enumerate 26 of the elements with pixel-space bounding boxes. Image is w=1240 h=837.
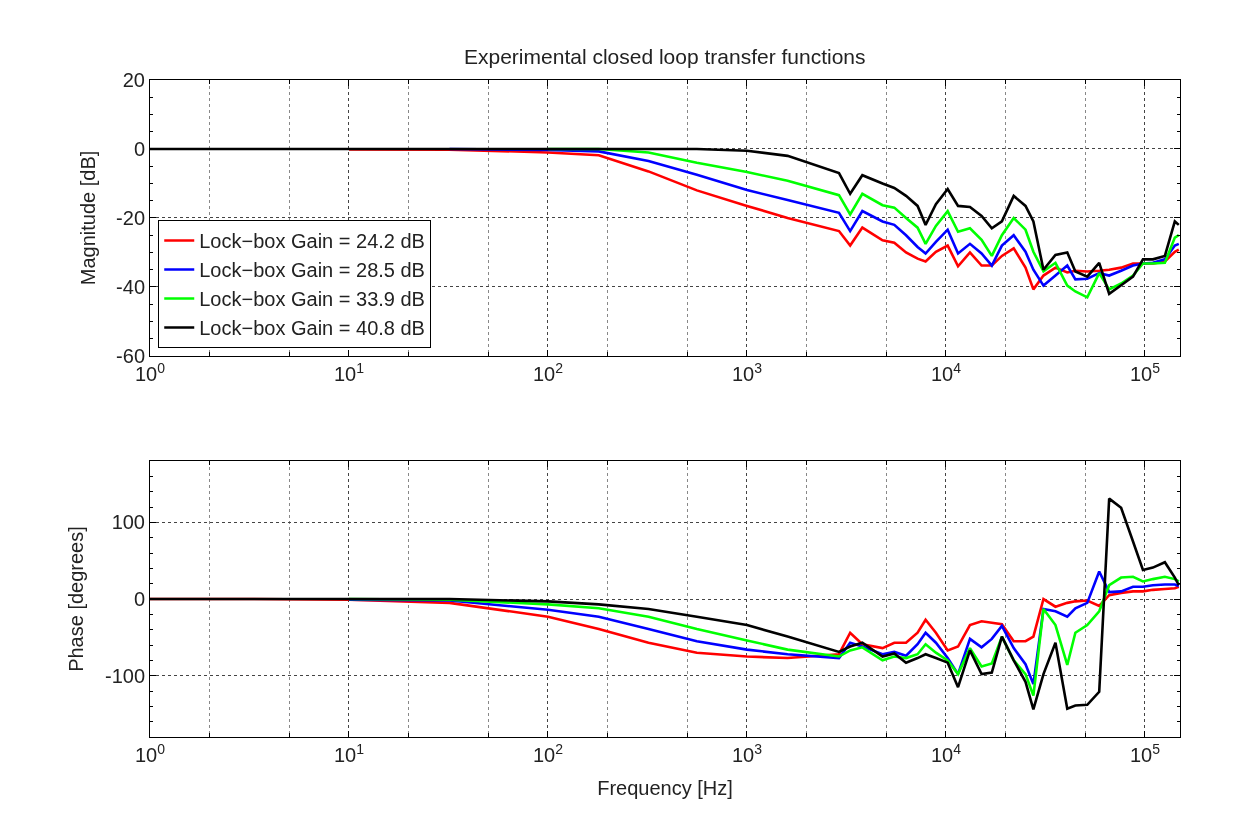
y-tick-label: -20 [116,206,145,229]
legend-label: Lock−box Gain = 24.2 dB [199,230,425,253]
chart-title: Experimental closed loop transfer functions [464,45,866,68]
x-tick-label: 10$^{3}$ [731,359,763,385]
x-tick-label: 10$^{1}$ [333,740,365,766]
x-axis-title: Frequency [Hz] [597,776,733,799]
x-tick-label: 10$^{4}$ [930,359,962,385]
y-tick-label: 0 [133,588,145,611]
y-tick-label: -100 [104,664,145,687]
x-tick-label: 10$^{0}$ [134,740,166,766]
x-tick-label: 10$^{2}$ [532,740,564,766]
legend-label: Lock−box Gain = 33.9 dB [199,288,425,311]
y-tick-label: -40 [116,275,145,298]
y-axis-title: Magnitude [dB] [76,150,99,286]
legend-label: Lock−box Gain = 40.8 dB [199,317,425,340]
x-tick-label: 10$^{4}$ [930,740,962,766]
x-tick-label: 10$^{1}$ [333,359,365,385]
y-tick-label: 0 [133,137,145,160]
x-tick-label: 10$^{5}$ [1129,740,1161,766]
y-axis-title: Phase [degrees] [65,526,88,672]
y-tick-label: 100 [111,511,145,534]
y-tick-label: 20 [122,69,145,91]
x-tick-label: 10$^{2}$ [532,359,564,385]
x-tick-label: 10$^{3}$ [731,740,763,766]
legend-label: Lock−box Gain = 28.5 dB [199,259,425,282]
x-tick-label: 10$^{5}$ [1129,359,1161,385]
